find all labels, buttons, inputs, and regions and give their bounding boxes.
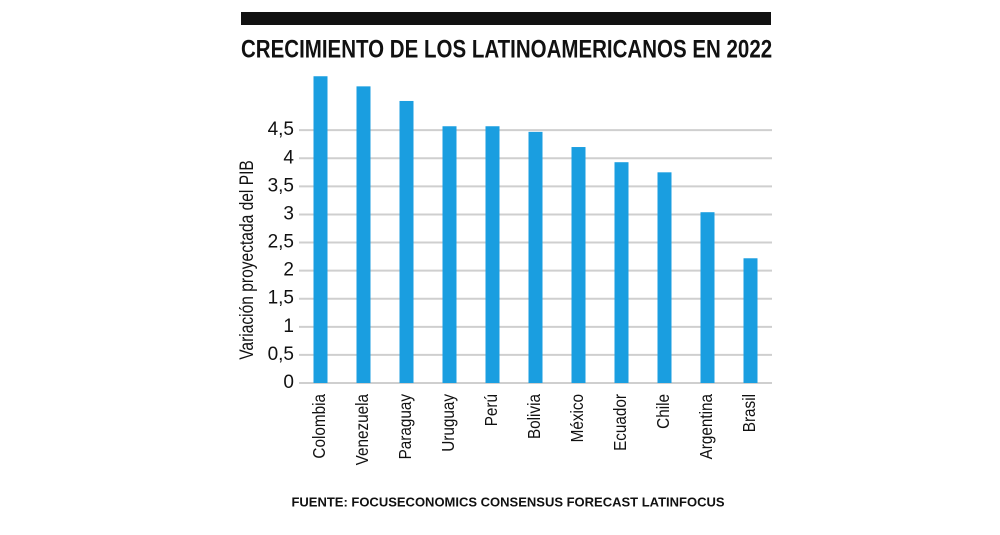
y-tick-label: 2 <box>283 260 294 281</box>
x-tick-label: México <box>567 394 587 442</box>
y-tick-label: 1,5 <box>268 288 294 309</box>
bar <box>614 162 629 383</box>
x-tick-label: Argentina <box>696 393 716 459</box>
bar <box>485 126 500 384</box>
x-tick-label: Paraguay <box>395 393 415 459</box>
header-rule <box>241 12 771 25</box>
y-tick-label: 1 <box>283 316 294 337</box>
bar <box>700 212 715 383</box>
chart-title: CRECIMIENTO DE LOS LATINOAMERICANOS EN 2… <box>241 35 772 63</box>
y-tick-label: 2,5 <box>268 232 294 253</box>
bar <box>571 147 586 383</box>
bar <box>399 100 414 383</box>
x-tick-label: Ecuador <box>610 394 630 451</box>
bar <box>528 131 543 383</box>
x-tick-label: Bolivia <box>524 393 544 439</box>
bar <box>442 126 457 384</box>
y-tick-label: 3,5 <box>268 175 294 196</box>
bar <box>356 86 371 384</box>
y-tick-label: 0,5 <box>268 344 294 365</box>
x-tick-label: Uruguay <box>438 393 458 451</box>
bar <box>743 258 758 383</box>
x-tick-label: Colombia <box>309 393 329 458</box>
x-tick-label: Brasil <box>739 394 759 432</box>
bar <box>657 172 672 383</box>
y-tick-label: 0 <box>283 372 294 393</box>
x-tick-label: Venezuela <box>352 393 372 465</box>
y-tick-label: 3 <box>283 203 294 224</box>
x-tick-label: Chile <box>653 394 673 429</box>
y-tick-label: 4,5 <box>268 119 294 140</box>
x-tick-label: Perú <box>481 394 501 426</box>
bar <box>313 76 328 383</box>
y-axis-title: Variación proyectada del PIB <box>236 160 258 360</box>
y-tick-label: 4 <box>283 147 294 168</box>
source-note: FUENTE: FOCUSECONOMICS CONSENSUS FORECAS… <box>291 494 724 509</box>
